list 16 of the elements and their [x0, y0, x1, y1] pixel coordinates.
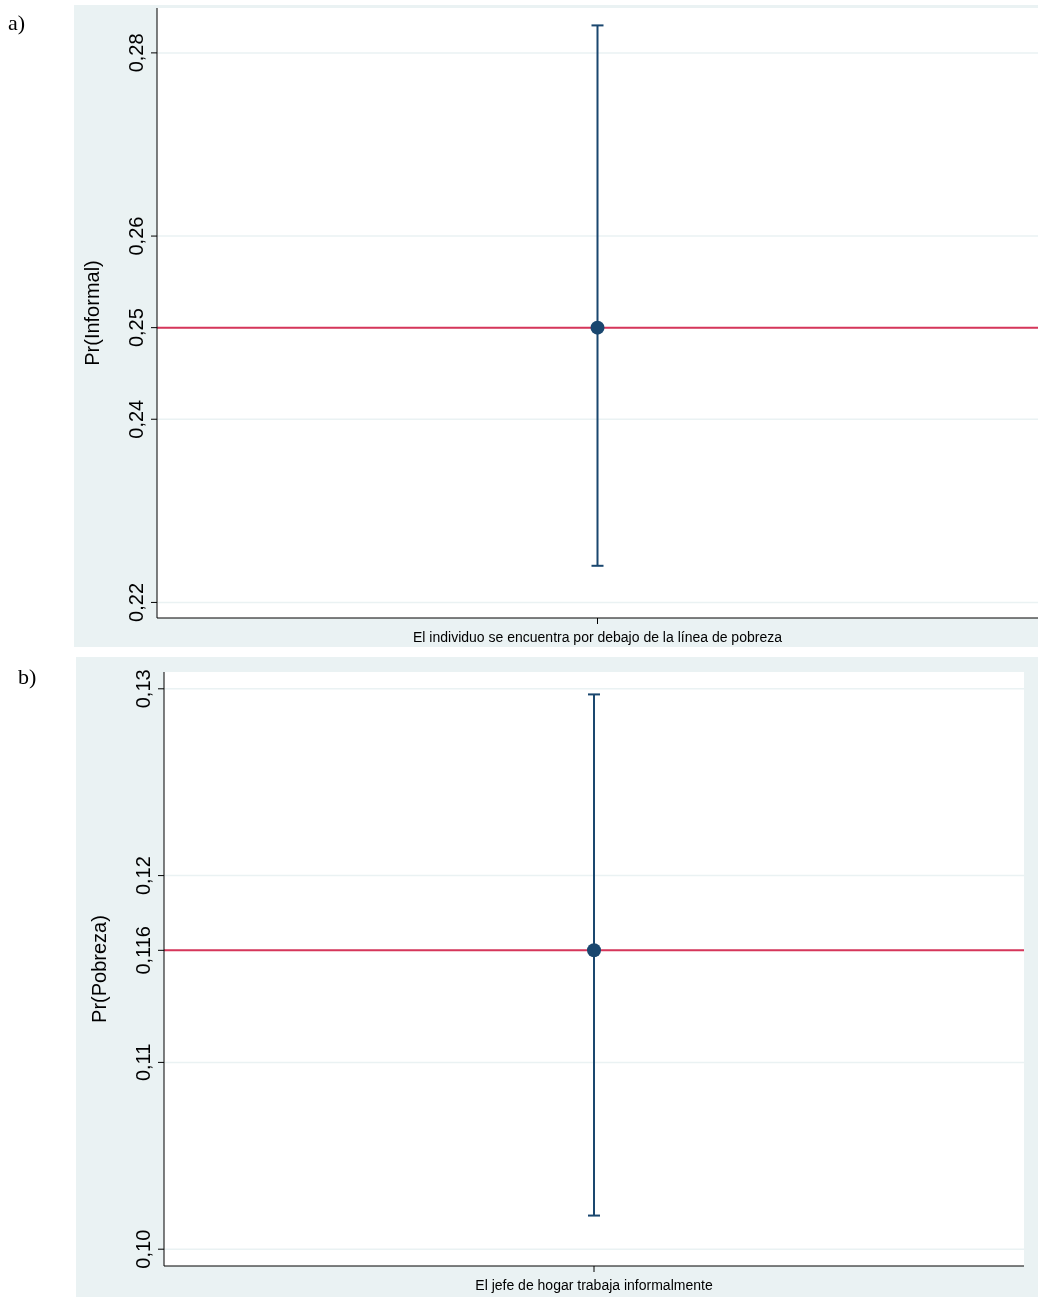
x-tick-label: El jefe de hogar trabaja informalmente — [475, 1277, 713, 1293]
y-tick-label: 0,26 — [125, 216, 147, 256]
y-tick-label: 0,12 — [132, 856, 154, 896]
y-tick-label: 0,25 — [125, 308, 147, 348]
y-tick-label: 0,28 — [125, 33, 147, 73]
x-tick-label: El individuo se encuentra por debajo de la línea de pobreza — [413, 629, 783, 645]
y-tick-label: 0,24 — [125, 399, 147, 439]
y-tick-label: 0,10 — [132, 1229, 154, 1269]
y-tick-label: 0,22 — [125, 582, 147, 622]
y-tick-label: 0,13 — [132, 669, 154, 709]
y-axis-title: Pr(Informal) — [81, 260, 103, 366]
y-axis-title: Pr(Pobreza) — [88, 915, 110, 1023]
y-tick-label: 0,11 — [132, 1043, 154, 1082]
y-tick-label: 0,116 — [132, 926, 154, 975]
chart-title: a) — [8, 10, 26, 35]
chart-title: b) — [18, 664, 37, 689]
